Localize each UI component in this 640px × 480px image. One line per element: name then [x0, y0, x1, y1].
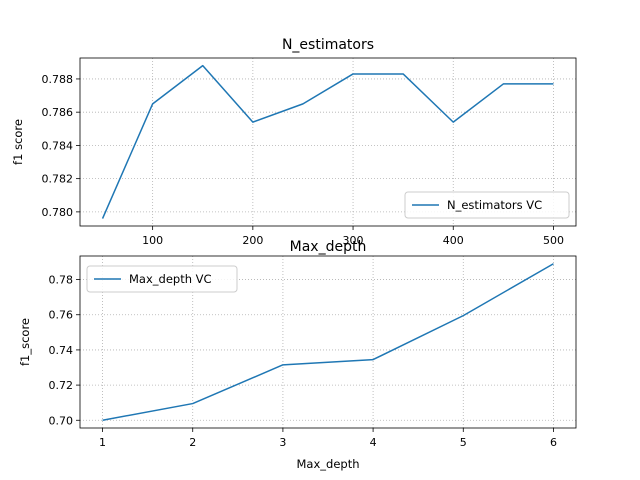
x-tick-label: 400 — [443, 234, 464, 247]
axes-frame — [79, 57, 577, 227]
y-tick-label: 0.70 — [49, 414, 74, 427]
series-line — [101, 64, 554, 219]
x-tick-label: 5 — [460, 436, 467, 449]
x-tick-label: 4 — [370, 436, 377, 449]
y-tick-label: 0.788 — [42, 73, 74, 86]
axes-frame — [79, 255, 577, 429]
x-tick-label: 3 — [279, 436, 286, 449]
series-line — [102, 263, 554, 421]
legend-label: Max_depth VC — [129, 272, 212, 286]
legend: N_estimators VC — [404, 191, 570, 219]
y-tick-label: 0.76 — [49, 309, 74, 322]
x-tick-label: 100 — [142, 234, 163, 247]
legend-box — [86, 265, 238, 293]
y-tick-label: 0.780 — [42, 206, 74, 219]
x-tick-label: 500 — [543, 234, 564, 247]
chart-1: 100 200 300 400 500 0.780 0.782 0.784 0.786 0.788… — [11, 37, 577, 270]
y-tick-label: 0.72 — [49, 379, 74, 392]
y-axis-label: f1_score — [18, 318, 32, 366]
legend-box — [404, 191, 570, 219]
x-tick-label: 200 — [242, 234, 263, 247]
legend: Max_depth VC — [86, 265, 238, 293]
y-tick-label: 0.782 — [42, 173, 74, 186]
x-axis-label: Max_depth — [297, 457, 360, 471]
chart-title: N_estimators — [282, 37, 374, 53]
chart-title: Max_depth — [290, 239, 367, 255]
chart-2: 1 2 3 4 5 6 0.70 0.72 0.74 0.76 0.78 Max_depth f1_sc… — [18, 239, 577, 471]
x-tick-label: 2 — [189, 436, 196, 449]
legend-label: N_estimators VC — [447, 198, 542, 212]
y-axis-label: f1 score — [11, 119, 25, 165]
y-tick-label: 0.784 — [42, 139, 74, 152]
x-tick-label: 1 — [99, 436, 106, 449]
x-tick-label: 6 — [550, 436, 557, 449]
y-tick-label: 0.78 — [49, 274, 74, 287]
y-tick-label: 0.786 — [42, 106, 74, 119]
y-tick-label: 0.74 — [49, 344, 74, 357]
x-tick-label: 300 — [343, 234, 364, 247]
